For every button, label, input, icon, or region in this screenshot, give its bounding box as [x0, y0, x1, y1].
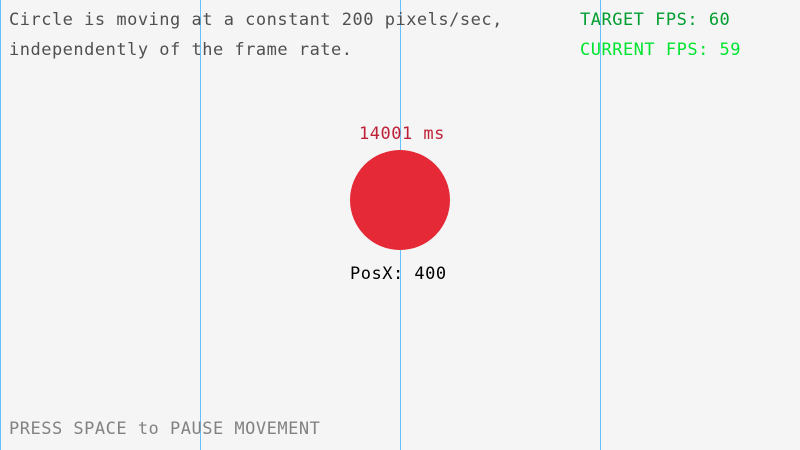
moving-circle [350, 150, 450, 250]
target-fps: TARGET FPS: 60 [580, 10, 731, 30]
description-line-2: independently of the frame rate. [9, 40, 353, 60]
pause-hint: PRESS SPACE to PAUSE MOVEMENT [9, 419, 321, 439]
grid-line [0, 0, 1, 450]
elapsed-time: 14001 ms [359, 124, 445, 144]
grid-line [200, 0, 201, 450]
description-line-1: Circle is moving at a constant 200 pixel… [9, 10, 503, 30]
grid-line [600, 0, 601, 450]
current-fps: CURRENT FPS: 59 [580, 40, 742, 60]
posx-readout: PosX: 400 [350, 264, 447, 284]
